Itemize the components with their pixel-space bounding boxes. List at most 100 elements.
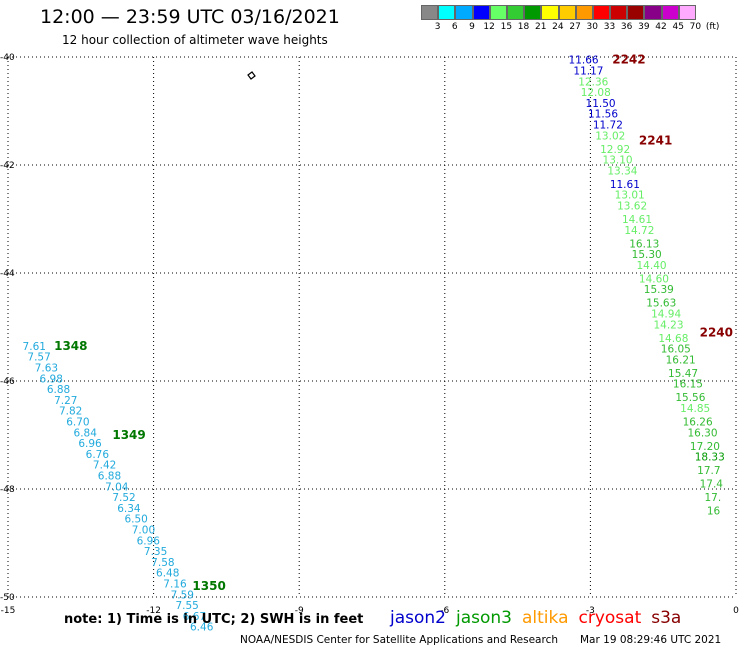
wave-height-label: 14.68 [658,333,688,345]
legend-level: 70 [689,22,702,32]
wave-height-label: 7.58 [151,557,174,569]
wave-height-label: 6.88 [98,471,121,483]
legend-level: 15 [500,22,513,32]
wave-height-label: 17. [704,492,721,504]
wave-height-label: 16.15 [673,379,703,391]
wave-height-label: 7.57 [27,352,50,364]
satellite-altika: altika [522,608,569,628]
x-tick-label: -6 [440,606,449,616]
legend-swatch [438,5,456,20]
wave-height-points: 7.617.577.636.986.887.277.826.706.846.96… [23,53,733,634]
wave-height-label: 16.13 [629,238,659,250]
wave-height-label: 7.59 [171,589,194,601]
legend-swatch [472,5,490,20]
chart-subtitle: 12 hour collection of altimeter wave hei… [62,33,328,47]
wave-height-label: 16.21 [666,354,696,366]
legend-swatch [506,5,525,20]
legend-swatch [644,5,662,20]
wave-height-label: 12.92 [600,144,630,156]
legend-swatch [524,5,542,20]
legend-unit: (ft) [705,22,720,32]
color-legend: 3 6 9 12 15 18 21 24 27 30 33 36 39 42 45 70 (ft) [421,5,721,32]
legend-swatch [678,5,696,20]
time-label: 2240 [700,325,733,339]
legend-swatch [541,5,559,20]
wave-height-label: 13.10 [603,155,633,167]
x-tick-label: -15 [1,606,16,616]
wave-height-label: 6.34 [117,503,141,515]
timestamp: Mar 19 08:29:46 UTC 2021 [580,634,722,646]
wave-height-label: 17.4 [700,479,724,491]
legend-level: 12 [483,22,495,32]
y-tick-label: -48 [0,485,15,495]
wave-height-label: 7.52 [112,492,135,504]
wave-height-label: 6.50 [124,514,147,526]
legend-level: 42 [655,22,667,32]
wave-height-label: 13.02 [595,130,625,142]
legend-level: 6 [451,22,458,32]
map-grid [7,56,737,598]
legend-swatch [455,5,473,20]
time-label: 1350 [192,579,225,593]
legend-swatch [489,5,507,20]
time-label: 1348 [54,339,87,353]
legend-swatch [627,5,645,20]
wave-height-label: 7.35 [144,546,167,558]
wave-height-label: 7.82 [59,406,82,418]
wave-height-label: 7.04 [105,481,129,493]
legend-levels: 3 6 9 12 15 18 21 24 27 30 33 36 39 42 45 70 (ft) [429,22,721,32]
wave-height-label: 14.94 [651,309,681,321]
wave-height-label: 7.42 [93,460,116,472]
x-tick-label: -9 [295,606,304,616]
wave-height-label: 6.96 [137,535,161,547]
satellite-jason3: jason3 [456,608,512,628]
legend-level: 33 [603,22,616,32]
wave-height-label: 11.66 [569,55,599,67]
wave-height-label: 16.30 [687,427,717,439]
legend-level: 21 [534,22,547,32]
legend-level: 36 [620,22,633,32]
wave-height-label: 17.7 [697,465,720,477]
wave-height-label: 6.46 [190,622,214,634]
wave-height-label: 7.55 [175,600,198,612]
credit-line: NOAA/NESDIS Center for Satellite Applica… [240,634,721,646]
legend-swatch [575,5,593,20]
wave-height-label: 7.00 [132,525,155,537]
wave-height-label: 12.36 [578,76,608,88]
legend-level: 18 [517,22,530,32]
wave-height-label: 6.48 [156,568,179,580]
wave-height-label: 11.61 [610,179,640,191]
wave-height-label: 7.61 [23,341,46,353]
wave-height-label: 11.50 [586,98,616,110]
legend-level: 27 [569,22,581,32]
wave-height-label: 6.98 [40,373,63,385]
x-tick-label: -12 [146,606,161,616]
wave-height-label: 15.30 [632,249,662,261]
time-label: 1349 [112,428,145,442]
legend-swatch [421,5,439,20]
wave-height-label: 6.84 [74,427,98,439]
wave-height-label: 14.40 [637,260,667,272]
wave-height-label: 13.34 [607,165,637,177]
legend-level: 9 [469,22,475,32]
axis-ticks: -15 -12 -9 -6 -3 0 -40 -42 -44 -46 -48 -50 [0,53,739,616]
wave-height-label: 16.05 [661,344,691,356]
legend-level: 3 [434,22,441,32]
legend-swatch [661,5,679,20]
legend-swatch [610,5,628,20]
credit-text: NOAA/NESDIS Center for Satellite Applica… [240,634,558,646]
legend-level: 30 [586,22,598,32]
y-tick-label: -46 [0,377,15,387]
y-tick-label: -40 [0,53,15,63]
y-tick-label: -50 [0,593,15,603]
wave-height-label: 15.47 [668,368,698,380]
chart-title: 12:00 — 23:59 UTC 03/16/2021 [40,6,340,28]
wave-height-label: 6.88 [47,384,70,396]
legend-swatches [421,5,721,20]
wave-height-label: 7.16 [163,579,187,591]
wave-height-label: 13.01 [615,190,645,202]
satellite-s3a: s3a [651,608,682,628]
wave-height-label: 12.08 [581,87,611,99]
wave-height-label: 15.63 [646,298,676,310]
